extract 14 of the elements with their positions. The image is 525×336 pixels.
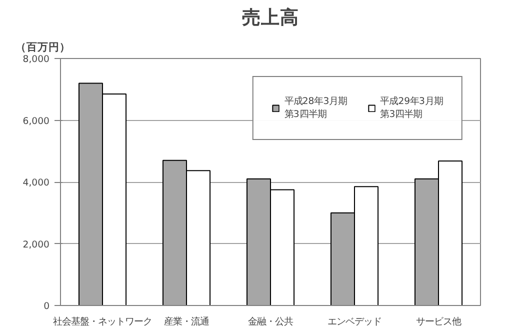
legend-label: 平成28年3月期第3四半期 (284, 95, 348, 121)
y-tick-label: 0 (44, 301, 50, 312)
x-tick-label: 社会基盤・ネットワーク (53, 316, 152, 328)
x-tick-label: 金融・公共 (248, 316, 293, 328)
chart-title: 売上高 (242, 6, 299, 28)
y-tick-label: 6,000 (22, 116, 50, 127)
x-tick-label: サービス他 (416, 316, 461, 328)
y-tick-label: 2,000 (22, 239, 50, 250)
x-tick-label: エンベデッド (328, 316, 382, 328)
legend-label: 平成29年3月期第3四半期 (380, 95, 443, 121)
y-tick-label: 4,000 (22, 178, 50, 188)
x-tick-label: 産業・流通 (164, 316, 209, 328)
y-tick-label: 8,000 (22, 54, 50, 65)
y-axis-title: （百万円） (16, 40, 70, 54)
